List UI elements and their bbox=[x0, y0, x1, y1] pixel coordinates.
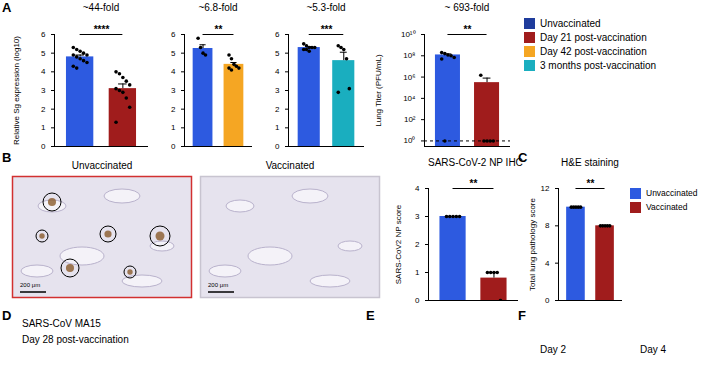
html-text:A: A bbox=[2, 0, 12, 15]
svg-text:3: 3 bbox=[171, 86, 176, 95]
svg-text:0: 0 bbox=[41, 142, 46, 151]
html-text:E: E bbox=[366, 308, 375, 323]
svg-text:***: *** bbox=[321, 24, 333, 35]
svg-text:2: 2 bbox=[275, 105, 280, 114]
html-text:C: C bbox=[518, 150, 528, 165]
html-text:Unvaccinated: Unvaccinated bbox=[71, 160, 133, 171]
svg-text:2: 2 bbox=[415, 240, 420, 249]
svg-text:6: 6 bbox=[41, 30, 46, 39]
html-text:Vaccinated: Vaccinated bbox=[646, 202, 688, 212]
svg-text:1: 1 bbox=[275, 123, 280, 132]
svg-text:10⁶: 10⁶ bbox=[403, 73, 415, 82]
html-text:Day 4: Day 4 bbox=[640, 344, 667, 355]
svg-text:3: 3 bbox=[41, 86, 46, 95]
svg-text:2: 2 bbox=[41, 105, 46, 114]
svg-text:4: 4 bbox=[41, 67, 46, 76]
svg-text:5: 5 bbox=[275, 49, 280, 58]
html-text:~6.8-fold: ~6.8-fold bbox=[198, 2, 238, 13]
html-text:B: B bbox=[2, 150, 12, 165]
svg-text:12: 12 bbox=[541, 184, 550, 193]
svg-text:3: 3 bbox=[415, 212, 420, 221]
svg-text:0: 0 bbox=[545, 296, 550, 305]
svg-text:4: 4 bbox=[415, 184, 420, 193]
svg-text:0: 0 bbox=[275, 142, 280, 151]
svg-text:1: 1 bbox=[171, 123, 176, 132]
html-text:~44-fold: ~44-fold bbox=[82, 2, 120, 13]
svg-text:**: ** bbox=[470, 178, 478, 189]
svg-text:**: ** bbox=[587, 178, 595, 189]
html-text:~ 693-fold: ~ 693-fold bbox=[444, 2, 490, 13]
svg-text:10¹⁰: 10¹⁰ bbox=[401, 30, 416, 39]
svg-text:SARS-CoV2 NP score: SARS-CoV2 NP score bbox=[394, 204, 403, 284]
html-text:SARS-CoV MA15: SARS-CoV MA15 bbox=[22, 318, 101, 329]
svg-text:10²: 10² bbox=[404, 115, 416, 124]
html-text:Unvaccinated: Unvaccinated bbox=[540, 17, 601, 29]
svg-text:Relative Sg expression (log10): Relative Sg expression (log10) bbox=[12, 36, 21, 145]
svg-text:4: 4 bbox=[171, 67, 176, 76]
html-text:Day 42 post-vaccination: Day 42 post-vaccination bbox=[540, 45, 647, 57]
svg-text:10⁰: 10⁰ bbox=[404, 136, 416, 145]
html-text:Day 28 post-vaccination: Day 28 post-vaccination bbox=[22, 334, 129, 345]
html-text:D: D bbox=[2, 308, 12, 323]
svg-text:2: 2 bbox=[171, 105, 176, 114]
svg-text:10⁸: 10⁸ bbox=[403, 51, 415, 60]
html-text:Day 21 post-vaccination: Day 21 post-vaccination bbox=[540, 31, 647, 43]
html-text:F: F bbox=[518, 308, 526, 323]
svg-text:6: 6 bbox=[171, 30, 176, 39]
svg-text:5: 5 bbox=[171, 49, 176, 58]
svg-text:1: 1 bbox=[41, 123, 46, 132]
svg-text:4: 4 bbox=[545, 259, 550, 268]
svg-text:Total lung pathology score: Total lung pathology score bbox=[528, 197, 537, 291]
svg-text:0: 0 bbox=[171, 142, 176, 151]
html-text:Day 2: Day 2 bbox=[540, 344, 567, 355]
svg-text:200 μm: 200 μm bbox=[20, 282, 40, 288]
svg-text:200 μm: 200 μm bbox=[208, 282, 228, 288]
html-text:SARS-CoV-2 NP IHC: SARS-CoV-2 NP IHC bbox=[428, 157, 523, 168]
html-text:Unvaccinated: Unvaccinated bbox=[646, 188, 698, 198]
svg-text:5: 5 bbox=[41, 49, 46, 58]
html-text:3 months post-vaccination: 3 months post-vaccination bbox=[540, 59, 657, 71]
svg-text:**: ** bbox=[215, 24, 223, 35]
svg-text:0: 0 bbox=[415, 296, 420, 305]
svg-text:8: 8 bbox=[545, 221, 550, 230]
svg-text:10⁴: 10⁴ bbox=[403, 94, 416, 103]
html-text:~5.3-fold: ~5.3-fold bbox=[306, 2, 346, 13]
html-text:Vaccinated: Vaccinated bbox=[265, 160, 315, 171]
svg-text:3: 3 bbox=[275, 86, 280, 95]
svg-text:4: 4 bbox=[275, 67, 280, 76]
svg-text:6: 6 bbox=[275, 30, 280, 39]
svg-text:**: ** bbox=[464, 24, 472, 35]
svg-text:Lung Titer (PFU/mL): Lung Titer (PFU/mL) bbox=[374, 54, 383, 127]
html-text:H&E staining: H&E staining bbox=[561, 157, 619, 168]
svg-text:1: 1 bbox=[415, 268, 420, 277]
svg-text:****: **** bbox=[94, 24, 110, 35]
